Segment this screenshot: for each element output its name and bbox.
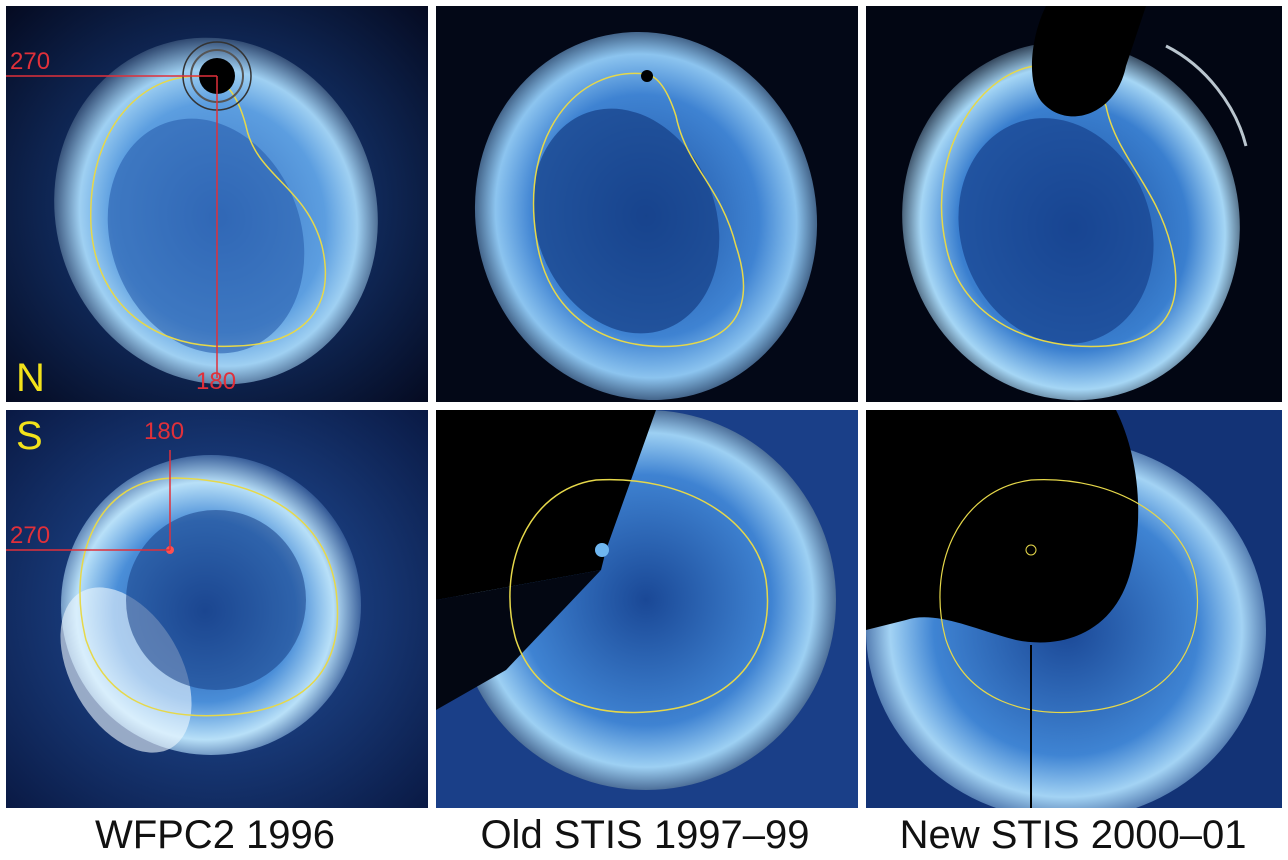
south-wfpc2-image: S 180 270 (6, 410, 428, 808)
south-old-stis-image (436, 410, 858, 808)
hemisphere-label-north: N (16, 356, 45, 400)
marker-270-north: 270 (10, 48, 51, 75)
caption-old-stis-1997-99: Old STIS 1997–99 (480, 813, 810, 857)
marker-270-south: 270 (10, 522, 51, 549)
caption-new-stis-2000-01: New STIS 2000–01 (899, 813, 1247, 857)
north-old-stis-image (436, 6, 858, 402)
caption-wfpc2-1996: WFPC2 1996 (94, 813, 336, 857)
hemisphere-label-south: S (16, 414, 43, 458)
marker-180-north: 180 (196, 368, 237, 395)
north-new-stis-image (866, 6, 1282, 402)
south-new-stis-image (866, 410, 1282, 808)
marker-180-south: 180 (144, 418, 185, 445)
north-wfpc2-image: N 270 180 (6, 6, 428, 402)
